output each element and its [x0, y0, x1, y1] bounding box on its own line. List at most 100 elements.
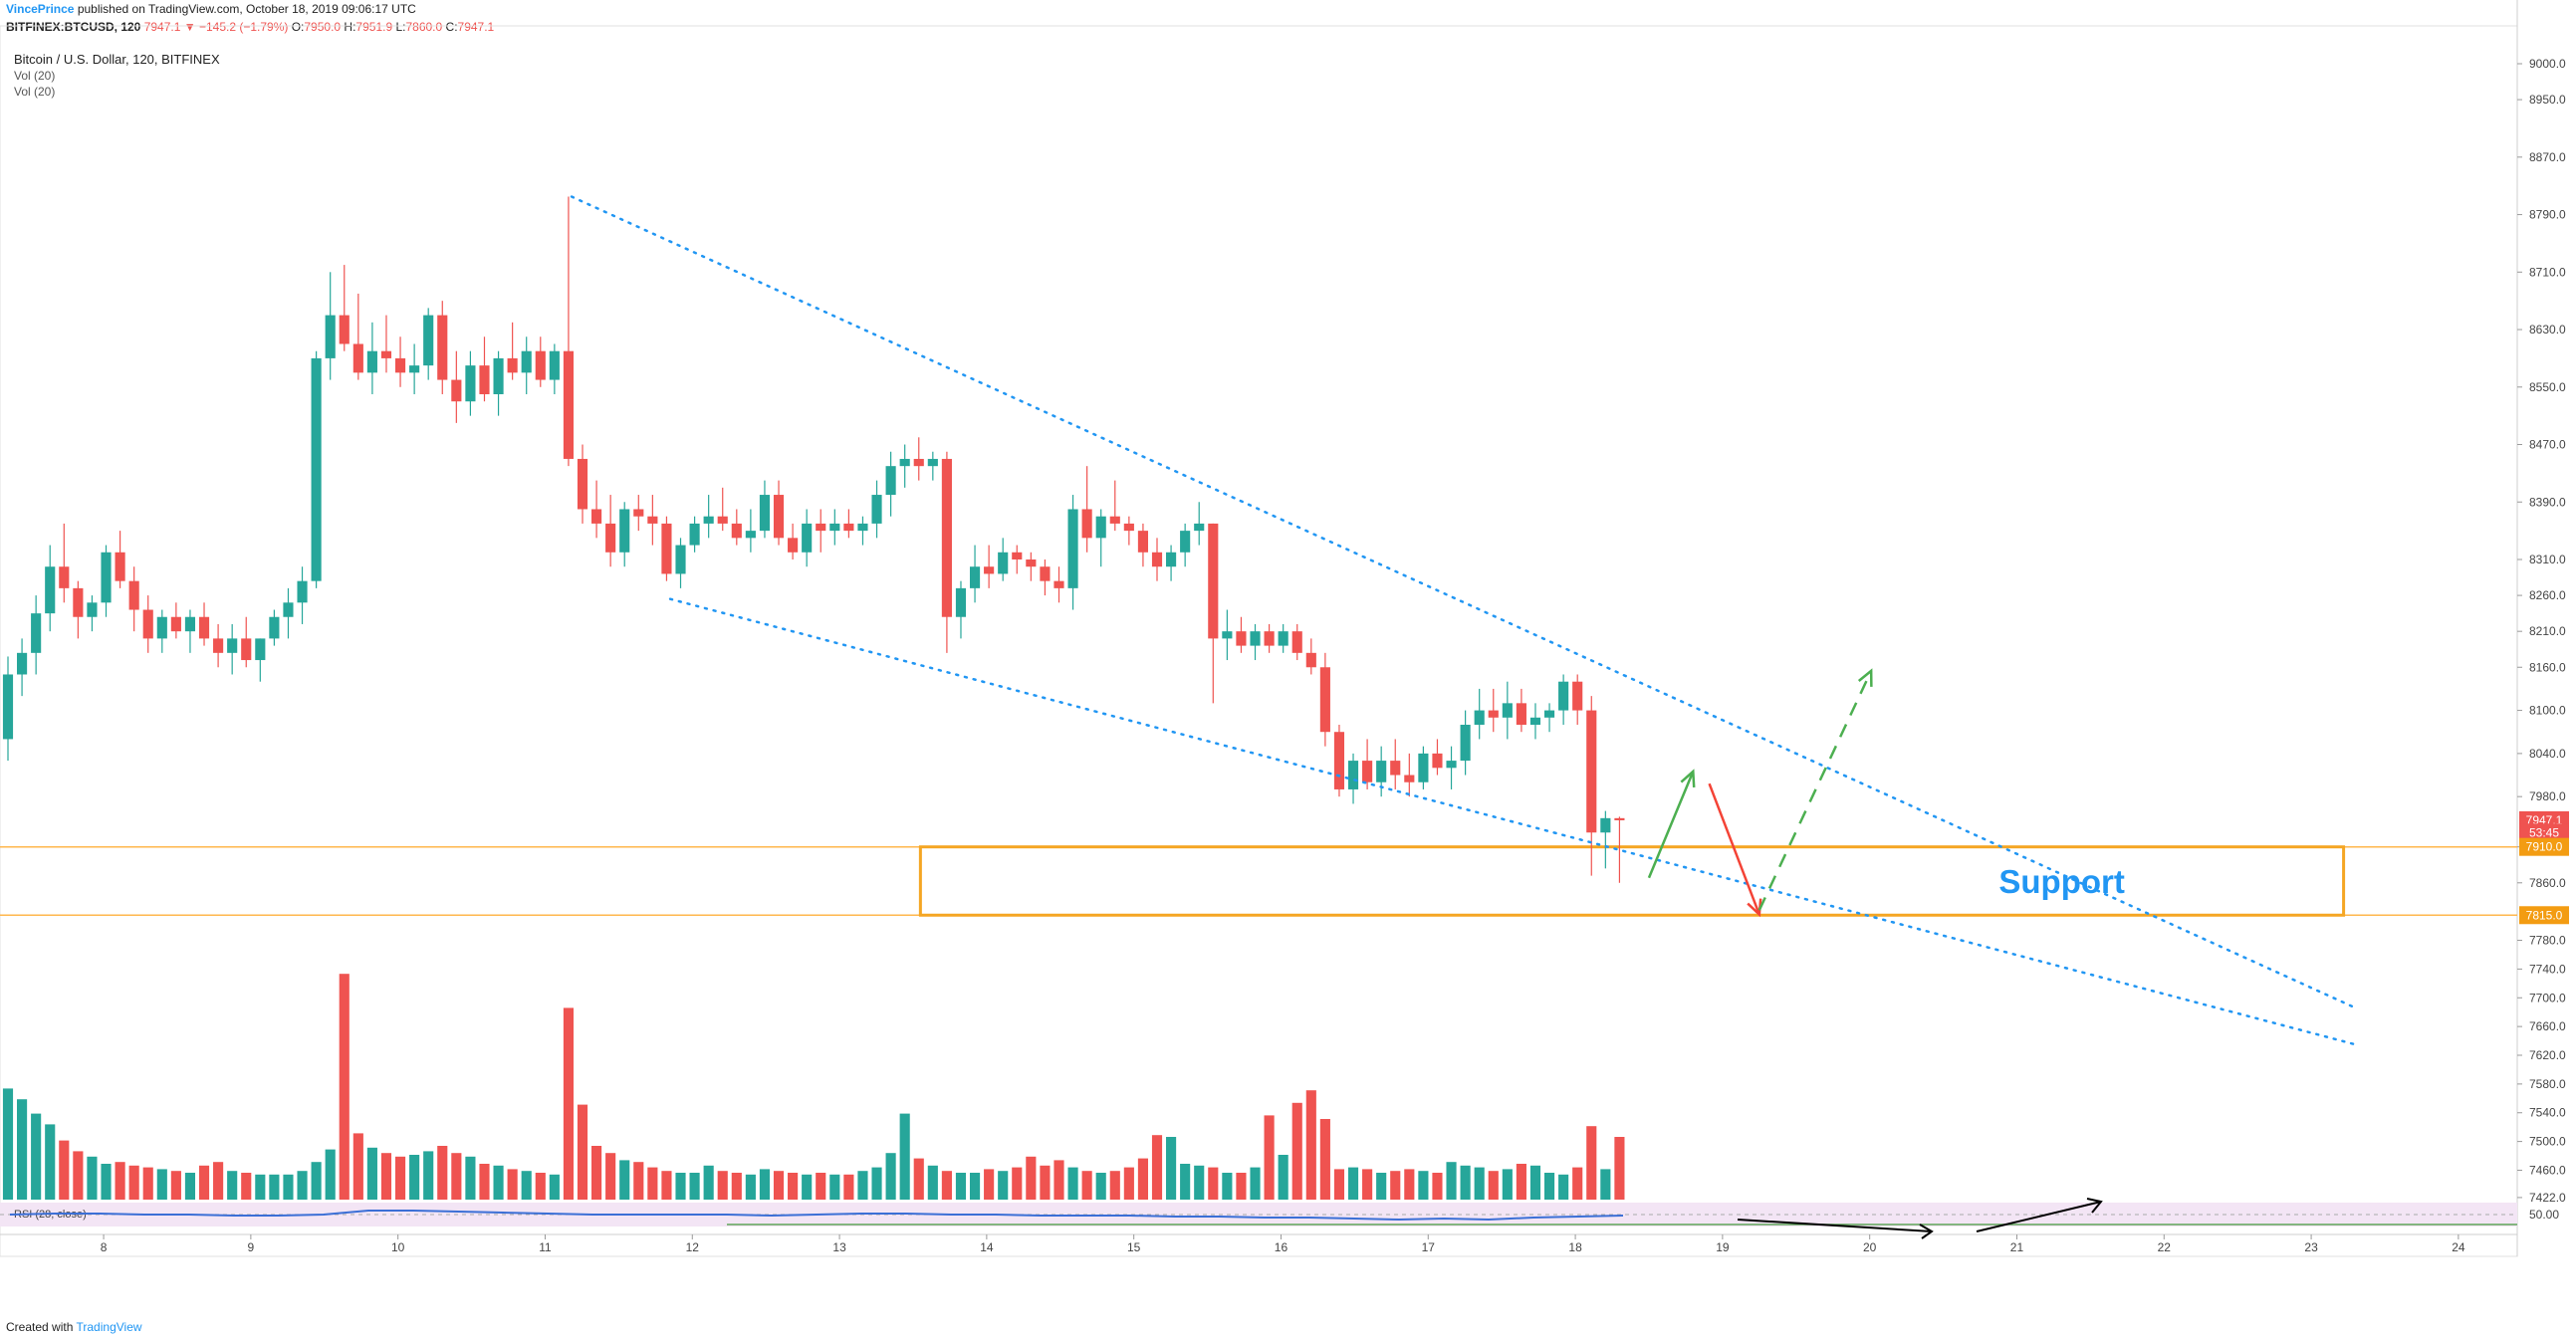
volume-bar [45, 1124, 56, 1200]
candle-body [843, 523, 854, 532]
volume-bar [380, 1153, 392, 1200]
time-tick-label: 22 [2158, 1240, 2172, 1254]
candle-body [745, 531, 756, 539]
price-tick-label: 7422.0 [2529, 1191, 2566, 1205]
low-value: 7860.0 [405, 20, 443, 34]
volume-bar [1529, 1165, 1541, 1200]
volume-bar [451, 1153, 462, 1200]
candle-body [1516, 703, 1526, 725]
volume-bar [1180, 1164, 1191, 1200]
support-zone-box [918, 845, 2346, 917]
volume-bar [857, 1171, 868, 1200]
volume-bar [269, 1174, 280, 1200]
volume-bar [1264, 1115, 1275, 1200]
volume-bar [87, 1156, 98, 1200]
candle-body [479, 365, 490, 394]
volume-bar [198, 1165, 210, 1200]
volume-bar [577, 1104, 588, 1200]
candle-body [871, 495, 882, 524]
price-tick-label: 7540.0 [2529, 1106, 2566, 1120]
candle-body [1529, 717, 1541, 725]
candle-body [1446, 761, 1457, 769]
candle-body [1474, 710, 1485, 725]
candle-body [647, 516, 658, 524]
volume-bar [802, 1174, 813, 1200]
volume-bar [1488, 1171, 1499, 1200]
candle-body [2, 674, 14, 740]
tradingview-logo-text[interactable]: TradingView [76, 1320, 142, 1334]
volume-bar [1305, 1090, 1316, 1200]
candle-body [269, 616, 280, 639]
price-tick-label: 8470.0 [2529, 438, 2566, 452]
candle-body [1347, 761, 1359, 789]
publish-text: published on TradingView.com, October 18… [77, 2, 416, 16]
countdown-tag-text: 53:45 [2529, 825, 2559, 839]
candle-body [1460, 725, 1471, 762]
volume-bar [941, 1171, 952, 1200]
volume-bar [1446, 1162, 1457, 1200]
candle-body [675, 545, 686, 574]
volume-bar [1376, 1173, 1387, 1200]
upper-trendline [570, 195, 2357, 1009]
volume-bar [788, 1173, 799, 1200]
volume-bar [1123, 1167, 1134, 1200]
candle-body [184, 616, 196, 632]
volume-bar [227, 1171, 238, 1200]
volume-bar [563, 1007, 574, 1200]
price-tick-label: 8210.0 [2529, 624, 2566, 638]
price-tick-label: 9000.0 [2529, 57, 2566, 71]
volume-bar [1572, 1167, 1583, 1200]
volume-bar [1040, 1165, 1051, 1200]
candle-body [788, 538, 799, 553]
rsi-down-arrow-shaft [1737, 1219, 1933, 1232]
price-change: ▼ −145.2 (−1.79%) [183, 20, 289, 34]
author-link[interactable]: VincePrince [6, 2, 75, 16]
volume-bar [465, 1156, 476, 1200]
support-top-tag-text: 7910.0 [2526, 840, 2563, 854]
candle-body [45, 566, 56, 614]
candles [2, 196, 1625, 883]
green-dashed-arrow-3 [1757, 668, 1873, 911]
candle-body [87, 602, 98, 617]
open-value: 7950.0 [304, 20, 342, 34]
candle-body [549, 350, 560, 380]
volume-bar [1026, 1156, 1037, 1200]
volume-bar [1502, 1169, 1513, 1200]
support-label: Support [1998, 863, 2124, 900]
candle-body [451, 379, 462, 402]
volume-bar [142, 1167, 153, 1200]
green-solid-arrow-1-shaft [1647, 771, 1695, 879]
volume-bar [829, 1174, 840, 1200]
volume-bar [605, 1153, 616, 1200]
footer-credit: Created with TradingView [6, 1320, 142, 1334]
candle-body [913, 458, 924, 467]
candle-body [535, 350, 546, 380]
candle-body [1222, 631, 1233, 639]
candle-body [1250, 631, 1261, 646]
rsi-guide-label: 50.00 [2529, 1208, 2559, 1222]
volume-bar [1166, 1137, 1177, 1200]
volume-bar [1600, 1169, 1611, 1200]
last-price: 7947.1 [143, 20, 181, 34]
volume-bar [115, 1162, 125, 1200]
green-solid-arrow-1 [1647, 769, 1696, 879]
price-tick-label: 8550.0 [2529, 380, 2566, 394]
time-tick-label: 12 [686, 1240, 700, 1254]
volume-bar [31, 1113, 42, 1200]
candle-body [128, 580, 139, 610]
countdown-tag-bg [2519, 823, 2569, 842]
price-tick-label: 8870.0 [2529, 150, 2566, 164]
volume-bar [955, 1173, 967, 1200]
volume-bar [73, 1151, 84, 1200]
time-tick-label: 11 [539, 1240, 552, 1254]
candle-body [689, 523, 700, 546]
price-tick-label: 8390.0 [2529, 495, 2566, 509]
candle-body [255, 638, 266, 661]
candle-body [619, 509, 630, 553]
time-tick-label: 9 [248, 1240, 255, 1254]
candle-body [563, 350, 574, 459]
symbol: BITFINEX:BTCUSD, 120 [6, 20, 141, 34]
rsi-up-arrow-head [2086, 1198, 2103, 1214]
candle-body [198, 616, 210, 639]
